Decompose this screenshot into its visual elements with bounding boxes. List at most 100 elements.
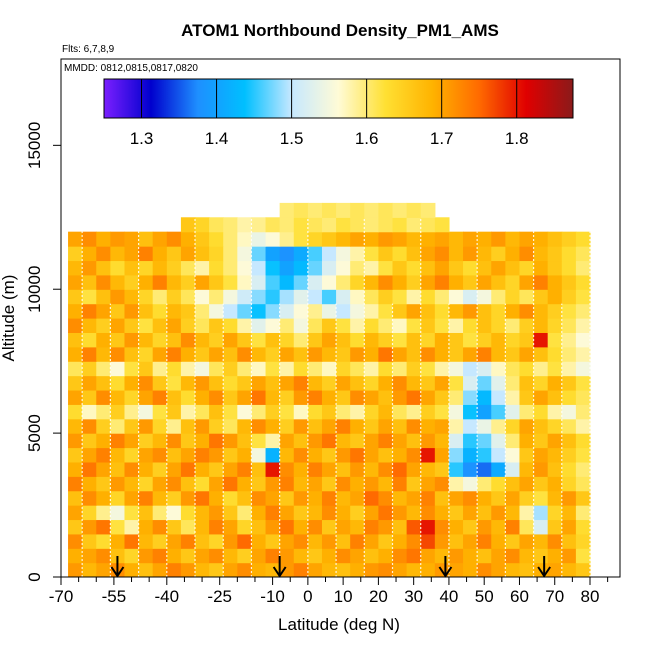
heatmap-cell	[279, 375, 295, 391]
heatmap-cell	[166, 303, 182, 319]
heatmap-cell	[434, 505, 450, 521]
heatmap-cell	[350, 231, 365, 247]
heatmap-cell	[392, 289, 408, 305]
heatmap-cell	[279, 433, 295, 449]
heatmap-cell	[336, 519, 351, 535]
heatmap-cell	[307, 519, 323, 535]
heatmap-cell	[336, 231, 351, 247]
heatmap-cell	[124, 418, 140, 434]
x-tick-label: 0	[303, 587, 312, 606]
heatmap-cell	[237, 548, 253, 564]
heatmap-cell	[138, 375, 154, 391]
heatmap-cell	[251, 303, 267, 319]
heatmap-cell	[491, 418, 506, 434]
heatmap-cell	[434, 274, 450, 290]
heatmap-cell	[463, 490, 478, 506]
x-tick-label: -10	[260, 587, 285, 606]
heatmap-cell	[251, 404, 267, 420]
heatmap-cell	[561, 389, 577, 405]
x-tick-label: 40	[439, 587, 458, 606]
heatmap-cell	[519, 490, 535, 506]
heatmap-cell	[406, 519, 422, 535]
heatmap-cell	[195, 217, 210, 233]
heatmap-cell	[223, 303, 238, 319]
heatmap-cell	[491, 289, 506, 305]
heatmap-cell	[533, 260, 549, 276]
heatmap-cell	[491, 332, 506, 348]
heatmap-cell	[533, 418, 549, 434]
heatmap-cell	[350, 318, 365, 333]
heatmap-cell	[68, 404, 83, 420]
heatmap-cell	[279, 562, 295, 577]
heatmap-cell	[463, 260, 478, 276]
heatmap-cell	[477, 548, 492, 564]
colorbar-tick-label: 1.7	[430, 129, 454, 148]
heatmap-cell	[463, 447, 478, 463]
heatmap-cell	[251, 346, 267, 362]
heatmap-cell	[519, 389, 535, 405]
x-tick-label: -25	[207, 587, 232, 606]
heatmap-cell	[265, 318, 281, 333]
heatmap-cell	[477, 461, 492, 477]
heatmap-cell	[491, 361, 506, 377]
heatmap-cell	[406, 260, 422, 276]
heatmap-cell	[364, 318, 379, 333]
heatmap-cell	[237, 461, 253, 477]
heatmap-cell	[519, 505, 535, 521]
heatmap-cell	[505, 447, 521, 463]
heatmap-cell	[223, 246, 238, 262]
heatmap-cell	[491, 476, 506, 492]
heatmap-cell	[406, 246, 422, 262]
heatmap-cell	[533, 303, 549, 319]
heatmap-cell	[575, 476, 591, 492]
heatmap-cell	[138, 461, 154, 477]
heatmap-cell	[547, 289, 563, 305]
heatmap-cell	[519, 418, 535, 434]
heatmap-cell	[364, 418, 379, 434]
heatmap-cell	[279, 447, 295, 463]
heatmap-cell	[237, 231, 253, 247]
heatmap-cell	[336, 433, 351, 449]
heatmap-cell	[561, 332, 577, 348]
heatmap-cell	[293, 562, 309, 577]
colorbar-ticks: 1.3 1.4 1.5 1.6 1.7 1.8	[130, 79, 529, 148]
heatmap-cell	[519, 231, 535, 247]
heatmap-cell	[448, 505, 464, 521]
heatmap-cell	[180, 562, 196, 577]
heatmap-cell	[350, 533, 365, 549]
heatmap-cell	[477, 519, 492, 535]
heatmap-cell	[463, 289, 478, 305]
heatmap-cell	[519, 318, 535, 333]
y-axis-label: Altitude (m)	[0, 275, 18, 362]
heatmap-cell	[561, 461, 577, 477]
heatmap-cell	[392, 404, 408, 420]
heatmap-cell	[82, 246, 97, 262]
heatmap-cell	[434, 433, 450, 449]
heatmap-cell	[561, 447, 577, 463]
heatmap-cell	[364, 332, 379, 348]
heatmap-cell	[463, 519, 478, 535]
heatmap-cell	[321, 490, 337, 506]
y-tick-label: 5000	[25, 414, 44, 452]
heatmap-cell	[392, 389, 408, 405]
heatmap-cell	[477, 318, 492, 333]
heatmap-cell	[82, 476, 97, 492]
heatmap-cell	[209, 231, 224, 247]
heatmap-cell	[505, 332, 521, 348]
heatmap-cell	[265, 562, 281, 577]
x-tick-label: 10	[334, 587, 353, 606]
heatmap-cell	[195, 548, 210, 564]
heatmap-cell	[265, 533, 281, 549]
heatmap-cell	[279, 260, 295, 276]
heatmap-cell	[350, 246, 365, 262]
heatmap-cell	[378, 519, 394, 535]
heatmap-cell	[533, 289, 549, 305]
heatmap-cell	[448, 231, 464, 247]
heatmap-cell	[237, 303, 253, 319]
heatmap-cell	[350, 418, 365, 434]
heatmap-cell	[491, 490, 506, 506]
heatmap-cell	[237, 562, 253, 577]
heatmap-cell	[477, 562, 492, 577]
heatmap-cell	[209, 217, 224, 233]
